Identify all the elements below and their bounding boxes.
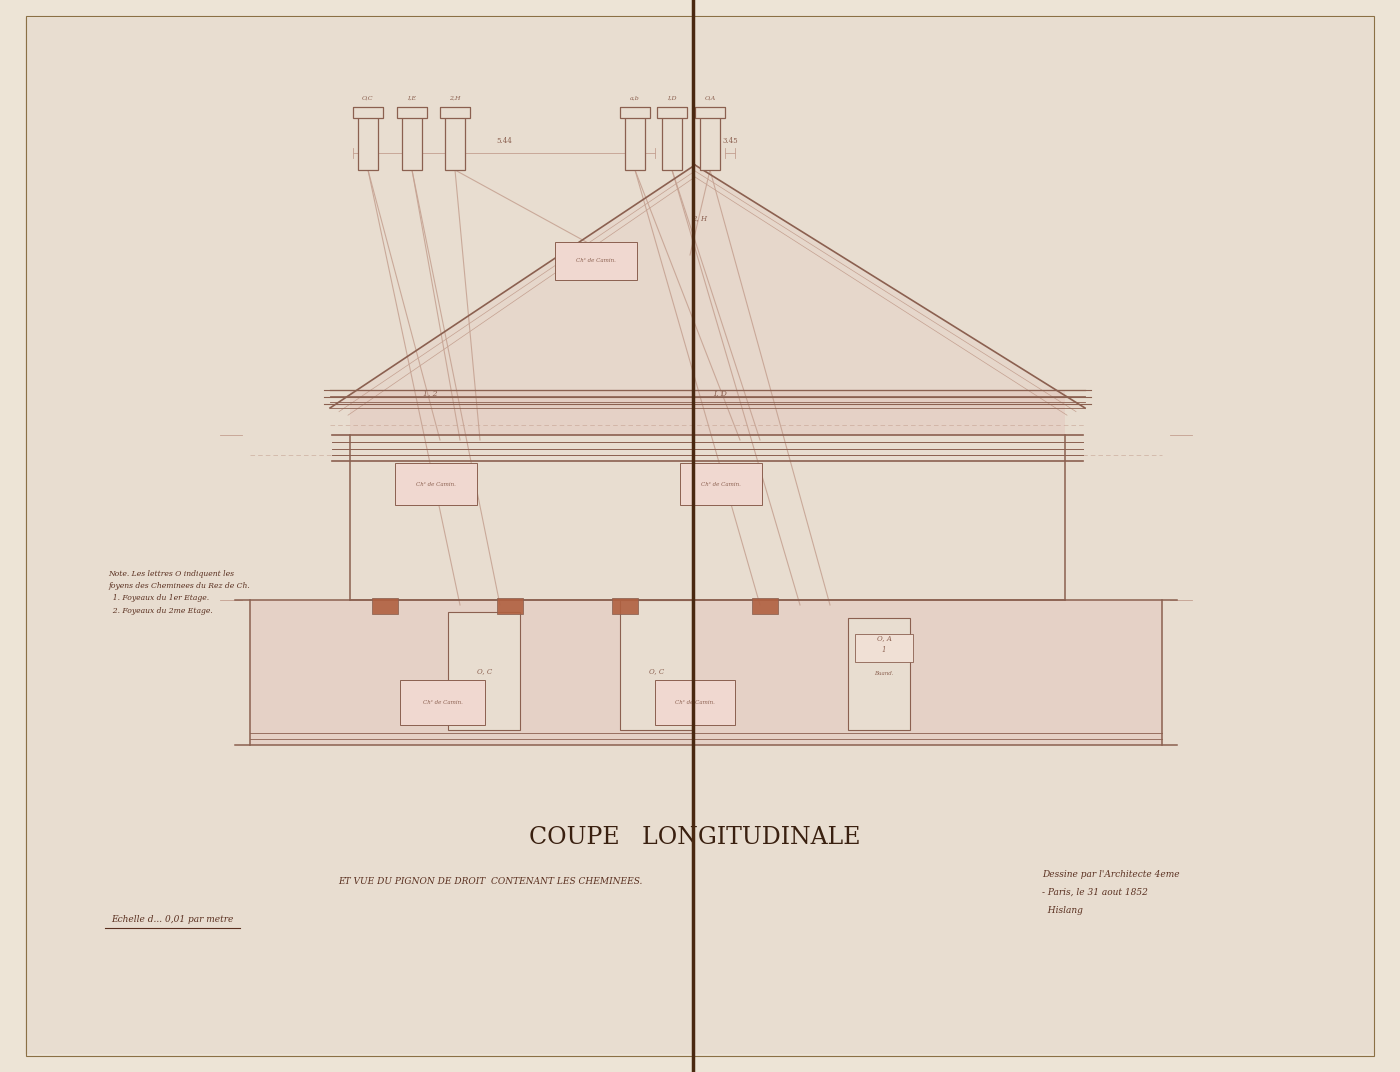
Bar: [620, 600, 692, 730]
Text: O, C: O, C: [650, 667, 665, 675]
Bar: [554, 242, 637, 280]
Bar: [752, 598, 778, 614]
Text: 2, H: 2, H: [693, 214, 707, 222]
Text: 2,H: 2,H: [449, 96, 461, 101]
Bar: [700, 115, 720, 170]
Text: Note. Les lettres O indiquent les
foyens des Cheminees du Rez de Ch.
  1. Foyeau: Note. Les lettres O indiquent les foyens…: [108, 570, 249, 614]
Text: Echelle d... 0,01 par metre: Echelle d... 0,01 par metre: [111, 915, 234, 924]
Bar: [624, 115, 645, 170]
Text: I, D: I, D: [713, 389, 727, 397]
Text: COUPE   LONGITUDINALE: COUPE LONGITUDINALE: [529, 827, 861, 849]
Bar: [395, 463, 477, 505]
Text: 1: 1: [882, 646, 886, 654]
Bar: [400, 680, 484, 725]
Bar: [848, 617, 910, 730]
Bar: [662, 115, 682, 170]
Text: O, A: O, A: [876, 634, 892, 642]
Bar: [402, 115, 421, 170]
Bar: [358, 115, 378, 170]
Text: Chᵉ de Camin.: Chᵉ de Camin.: [575, 258, 616, 264]
Bar: [372, 598, 398, 614]
Bar: [350, 390, 1065, 435]
Text: Dessine par l'Architecte 4eme: Dessine par l'Architecte 4eme: [1042, 870, 1180, 879]
Text: Chᵉ de Camin.: Chᵉ de Camin.: [675, 700, 715, 705]
Bar: [445, 115, 465, 170]
Polygon shape: [330, 165, 1085, 408]
Text: a,b: a,b: [630, 96, 640, 101]
Text: Chᵉ de Camin.: Chᵉ de Camin.: [423, 700, 462, 705]
Text: ET VUE DU PIGNON DE DROIT  CONTENANT LES CHEMINEES.: ET VUE DU PIGNON DE DROIT CONTENANT LES …: [337, 878, 643, 887]
Text: Chᵉ de Camin.: Chᵉ de Camin.: [416, 481, 456, 487]
Bar: [620, 107, 650, 118]
Text: I,E: I,E: [407, 96, 417, 101]
Text: Buand.: Buand.: [874, 671, 893, 676]
Bar: [612, 598, 638, 614]
Bar: [398, 107, 427, 118]
Bar: [655, 680, 735, 725]
Bar: [680, 463, 762, 505]
Bar: [657, 107, 687, 118]
Bar: [497, 598, 524, 614]
Text: O,C: O,C: [363, 96, 374, 101]
Text: O,A: O,A: [704, 96, 715, 101]
Text: - Paris, le 31 aout 1852: - Paris, le 31 aout 1852: [1042, 888, 1148, 897]
Text: 1, 2: 1, 2: [423, 389, 437, 397]
Bar: [694, 107, 725, 118]
Bar: [251, 600, 1162, 745]
Bar: [855, 634, 913, 662]
Bar: [353, 107, 384, 118]
Bar: [440, 107, 470, 118]
Text: 3.45: 3.45: [722, 137, 738, 145]
Text: O, C: O, C: [477, 667, 493, 675]
Text: 5.44: 5.44: [496, 137, 512, 145]
Text: I,D: I,D: [668, 96, 676, 101]
Text: Hislang: Hislang: [1042, 906, 1082, 915]
Text: Chᵉ de Camin.: Chᵉ de Camin.: [701, 481, 741, 487]
Bar: [448, 612, 519, 730]
